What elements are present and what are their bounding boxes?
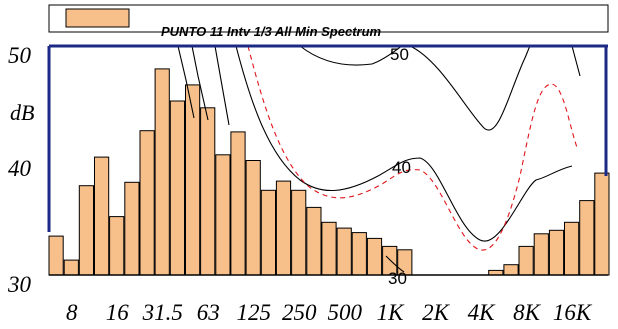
bar xyxy=(564,221,580,276)
contour-line-5 xyxy=(235,45,573,242)
bar xyxy=(154,68,170,276)
y-tick-label-30: 30 xyxy=(7,272,32,297)
bar xyxy=(533,233,549,276)
contour-label-50: 50 xyxy=(390,45,409,64)
contour-lines xyxy=(177,45,581,273)
x-tick-label: 16 xyxy=(106,300,130,325)
plot-frame xyxy=(47,44,608,276)
bar xyxy=(548,229,565,276)
bar xyxy=(579,200,595,276)
bar xyxy=(215,154,231,276)
contour-line-6 xyxy=(409,45,531,131)
bar xyxy=(245,160,261,276)
bar xyxy=(518,245,534,276)
bar xyxy=(351,232,367,276)
bar xyxy=(366,237,383,276)
contour-line-7 xyxy=(571,45,581,77)
bar xyxy=(109,216,125,276)
contour-label-40: 40 xyxy=(392,158,411,177)
x-tick-label: 125 xyxy=(236,300,271,325)
legend-label: PUNTO 11 Intv 1/3 All Min Spectrum xyxy=(161,24,382,39)
bar xyxy=(503,264,519,276)
x-tick-label: 8K xyxy=(513,300,542,325)
bar xyxy=(78,185,95,276)
legend-box xyxy=(48,4,609,33)
contour-label-30: 30 xyxy=(388,269,407,288)
bar xyxy=(306,206,322,276)
x-tick-label: 1K xyxy=(377,300,406,325)
contour-line-8 xyxy=(385,255,405,273)
x-tick-label: 63 xyxy=(197,300,220,325)
y-axis-label: dB xyxy=(10,100,34,125)
x-tick-label: 250 xyxy=(282,300,317,325)
x-tick-label: 16K xyxy=(553,300,593,325)
x-tick-label: 4K xyxy=(468,300,497,325)
bar xyxy=(63,259,79,276)
x-tick-label: 2K xyxy=(422,300,451,325)
contour-line-2 xyxy=(191,45,209,121)
bar xyxy=(321,221,337,276)
bar xyxy=(260,189,276,276)
bar xyxy=(200,107,216,276)
bar xyxy=(275,180,292,276)
bar xyxy=(94,156,110,276)
bar xyxy=(336,227,352,276)
bar xyxy=(230,131,246,276)
y-tick-label-50: 50 xyxy=(8,43,32,68)
bar xyxy=(291,189,307,276)
x-tick-label: 500 xyxy=(327,300,362,325)
x-tick-labels: 8 16 31.5 63 125 250 500 1K 2K 4K 8K 16K xyxy=(66,300,593,325)
bar xyxy=(48,235,64,276)
contour-line-3 xyxy=(214,45,230,126)
contour-line-1 xyxy=(177,45,195,119)
bar xyxy=(169,100,186,276)
legend-swatch xyxy=(65,8,130,28)
bars-group xyxy=(48,68,610,276)
legend: PUNTO 11 Intv 1/3 All Min Spectrum xyxy=(48,4,609,39)
y-tick-label-40: 40 xyxy=(8,156,32,181)
dashed-line xyxy=(247,45,579,251)
bar xyxy=(594,172,610,276)
bar xyxy=(124,181,140,276)
x-tick-label: 31.5 xyxy=(142,300,183,325)
contour-line-4 xyxy=(299,45,403,66)
bar xyxy=(139,130,155,276)
x-tick-label: 8 xyxy=(66,300,78,325)
